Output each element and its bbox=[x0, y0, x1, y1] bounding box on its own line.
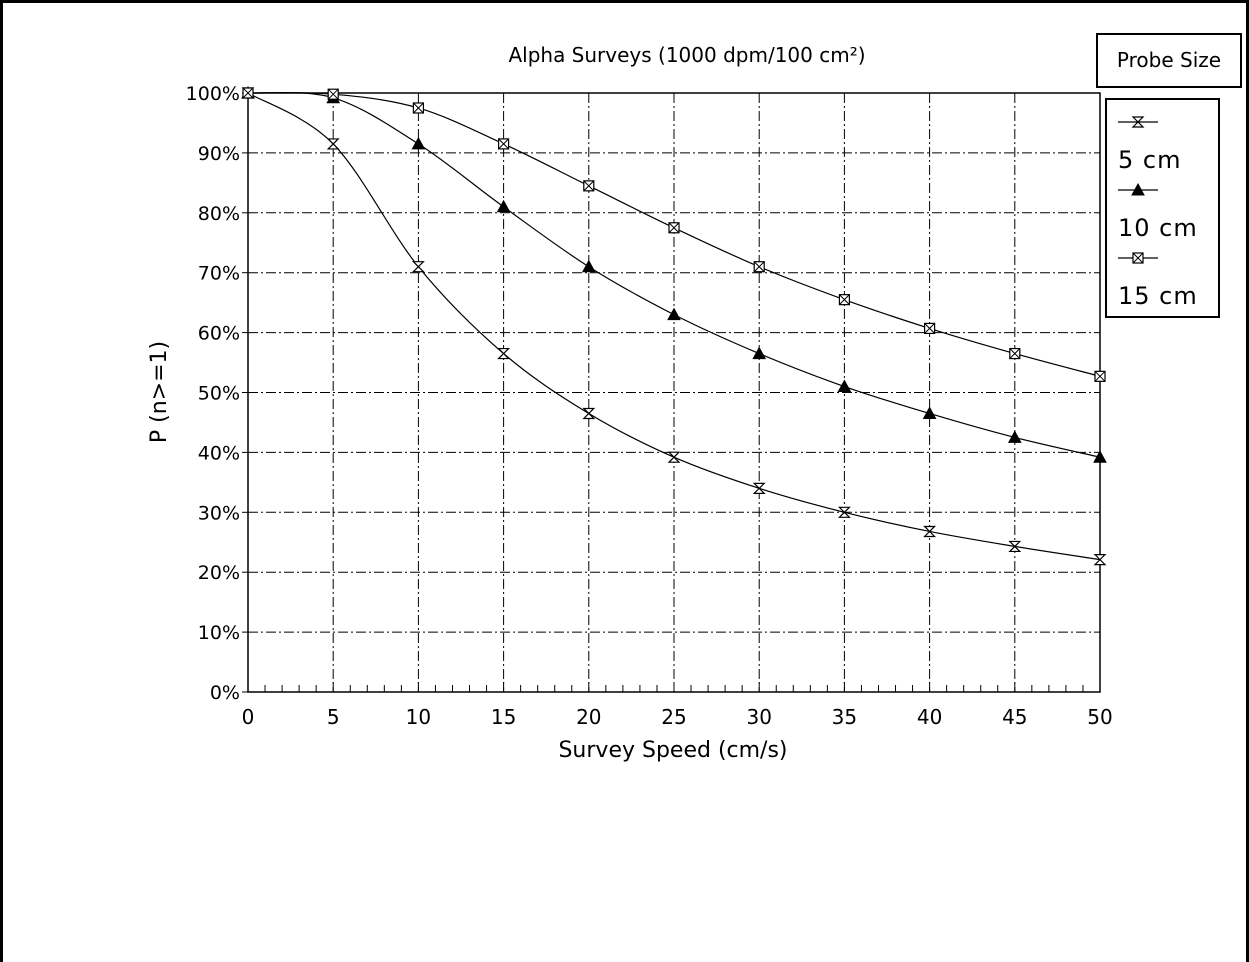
series-point bbox=[837, 506, 851, 518]
x-tick-label: 0 bbox=[242, 705, 255, 729]
legend-marker bbox=[1131, 116, 1145, 128]
series-point bbox=[922, 406, 937, 419]
legend-title: Probe Size bbox=[1117, 48, 1221, 72]
x-tick-label: 15 bbox=[491, 705, 516, 729]
series-point bbox=[1093, 554, 1107, 566]
series-point bbox=[581, 259, 596, 273]
series-line bbox=[247, 92, 1101, 561]
legend-label: 10 cm bbox=[1118, 214, 1198, 242]
chart-title: Alpha Surveys (1000 dpm/100 cm²) bbox=[508, 43, 865, 67]
y-tick-label: 70% bbox=[198, 263, 240, 285]
x-tick-label: 45 bbox=[1002, 705, 1027, 729]
series-point bbox=[582, 407, 596, 420]
series-point bbox=[752, 346, 767, 360]
series-point bbox=[1094, 370, 1106, 382]
y-tick-label: 90% bbox=[198, 143, 240, 165]
series-layer bbox=[241, 85, 1107, 566]
y-tick-label: 80% bbox=[198, 203, 240, 225]
y-tick-label: 100% bbox=[186, 83, 240, 105]
series-point bbox=[498, 138, 510, 150]
x-tick-label: 30 bbox=[746, 705, 771, 729]
x-tick-label: 10 bbox=[406, 705, 431, 729]
x-tick-label: 5 bbox=[327, 705, 340, 729]
series-point bbox=[667, 451, 681, 463]
legend-items: 5 cm 10 cm 15 cm bbox=[1118, 116, 1198, 310]
series-point bbox=[923, 322, 936, 335]
legend-marker bbox=[1131, 182, 1145, 196]
series-point bbox=[1093, 450, 1107, 463]
series-point bbox=[327, 88, 339, 100]
x-axis-label: Survey Speed (cm/s) bbox=[558, 738, 787, 763]
series-point bbox=[1007, 430, 1022, 443]
legend-label: 15 cm bbox=[1118, 282, 1198, 310]
legend-label: 5 cm bbox=[1118, 146, 1181, 174]
legend-box: 5 cm 10 cm 15 cm bbox=[1105, 98, 1220, 318]
y-tick-label: 60% bbox=[198, 323, 240, 345]
series-point bbox=[1008, 540, 1022, 553]
x-tick-label: 25 bbox=[661, 705, 686, 729]
series-point bbox=[242, 87, 254, 99]
series-point bbox=[496, 199, 511, 213]
series-point bbox=[753, 261, 765, 273]
legend-item: 10 cm bbox=[1118, 182, 1198, 242]
y-tick-label: 40% bbox=[198, 442, 240, 464]
series-point bbox=[411, 261, 425, 273]
series-point bbox=[497, 347, 511, 360]
series-point bbox=[411, 136, 426, 150]
series-point bbox=[838, 294, 851, 306]
series-point bbox=[412, 102, 424, 114]
series-point bbox=[668, 222, 680, 234]
y-tick-label: 30% bbox=[198, 502, 240, 524]
x-tick-label: 20 bbox=[576, 705, 601, 729]
x-tick-label: 40 bbox=[917, 705, 942, 729]
series-point bbox=[837, 379, 852, 393]
x-tick-label: 50 bbox=[1087, 705, 1112, 729]
legend-item: 15 cm bbox=[1118, 252, 1198, 310]
legend-title-box: Probe Size bbox=[1096, 33, 1242, 88]
x-tick-label: 35 bbox=[832, 705, 857, 729]
series-point bbox=[1009, 347, 1021, 360]
series-point bbox=[583, 180, 595, 192]
grid-layer bbox=[248, 93, 1100, 692]
y-tick-label: 10% bbox=[198, 622, 240, 644]
y-tick-label: 0% bbox=[210, 682, 240, 704]
series-2 bbox=[242, 87, 1106, 382]
legend-item: 5 cm bbox=[1118, 116, 1181, 174]
series-point bbox=[752, 482, 766, 494]
series-1 bbox=[241, 85, 1107, 463]
series-point bbox=[667, 307, 681, 321]
y-axis-label: P (n>=1) bbox=[147, 341, 172, 443]
legend-marker bbox=[1132, 252, 1144, 264]
axes-layer: 0 5 10 15 20 25 30 35 40 45 50 0% 10% 20% 30% 40% 50% 60%… bbox=[186, 83, 1113, 729]
series-point bbox=[923, 525, 937, 538]
y-tick-label: 20% bbox=[198, 562, 240, 584]
y-tick-label: 50% bbox=[198, 383, 240, 405]
series-point bbox=[326, 138, 340, 150]
